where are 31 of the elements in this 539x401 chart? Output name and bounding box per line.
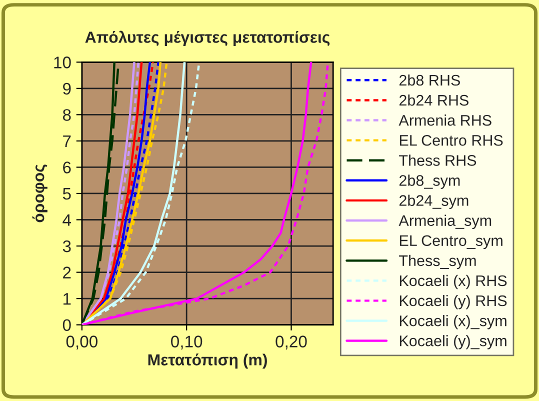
legend-label: 2b24 RHS	[399, 94, 468, 106]
legend-label: Kocaeli (x) RHS	[400, 274, 507, 290]
legend-label: Thess RHS	[399, 154, 476, 166]
legend-label: Thess_sym	[399, 254, 476, 270]
legend-label: Kocaeli (y)_sym	[400, 335, 506, 350]
legend-label: 2b8_sym	[399, 174, 460, 189]
y-tick-label: 9	[63, 82, 71, 95]
chart-title: Απόλυτες μέγιστες μετατοπίσεις	[85, 30, 330, 46]
legend-label: 2b8 RHS	[399, 74, 460, 86]
y-tick-label: 0	[62, 319, 71, 332]
legend-label: 2b24_sym	[399, 194, 468, 209]
y-tick-label: 8	[62, 109, 71, 121]
legend-label: Armenia_sym	[398, 214, 492, 230]
y-tick-label: 2	[63, 266, 71, 278]
x-tick-label: 0,10	[171, 336, 202, 350]
x-axis-title: Μετατόπιση (m)	[148, 354, 267, 369]
legend-label: Kocaeli (y) RHS	[400, 294, 507, 310]
legend-label: EL Centro RHS	[400, 134, 503, 146]
legend-label: Armenia RHS	[398, 114, 492, 126]
y-tick-label: 10	[54, 56, 71, 68]
y-tick-label: 1	[64, 293, 71, 305]
y-tick-label: 4	[62, 214, 72, 226]
y-tick-label: 3	[62, 240, 71, 252]
y-axis-title: όροφος	[32, 164, 48, 222]
legend-label: EL Centro_sym	[400, 235, 502, 250]
x-tick-label: 0,00	[66, 336, 98, 350]
y-tick-label: 6	[63, 162, 71, 174]
y-tick-label: 5	[62, 188, 71, 200]
legend-label: Kocaeli (x)_sym	[400, 315, 506, 330]
x-tick-label: 0,20	[276, 336, 307, 350]
y-tick-label: 7	[63, 136, 71, 147]
